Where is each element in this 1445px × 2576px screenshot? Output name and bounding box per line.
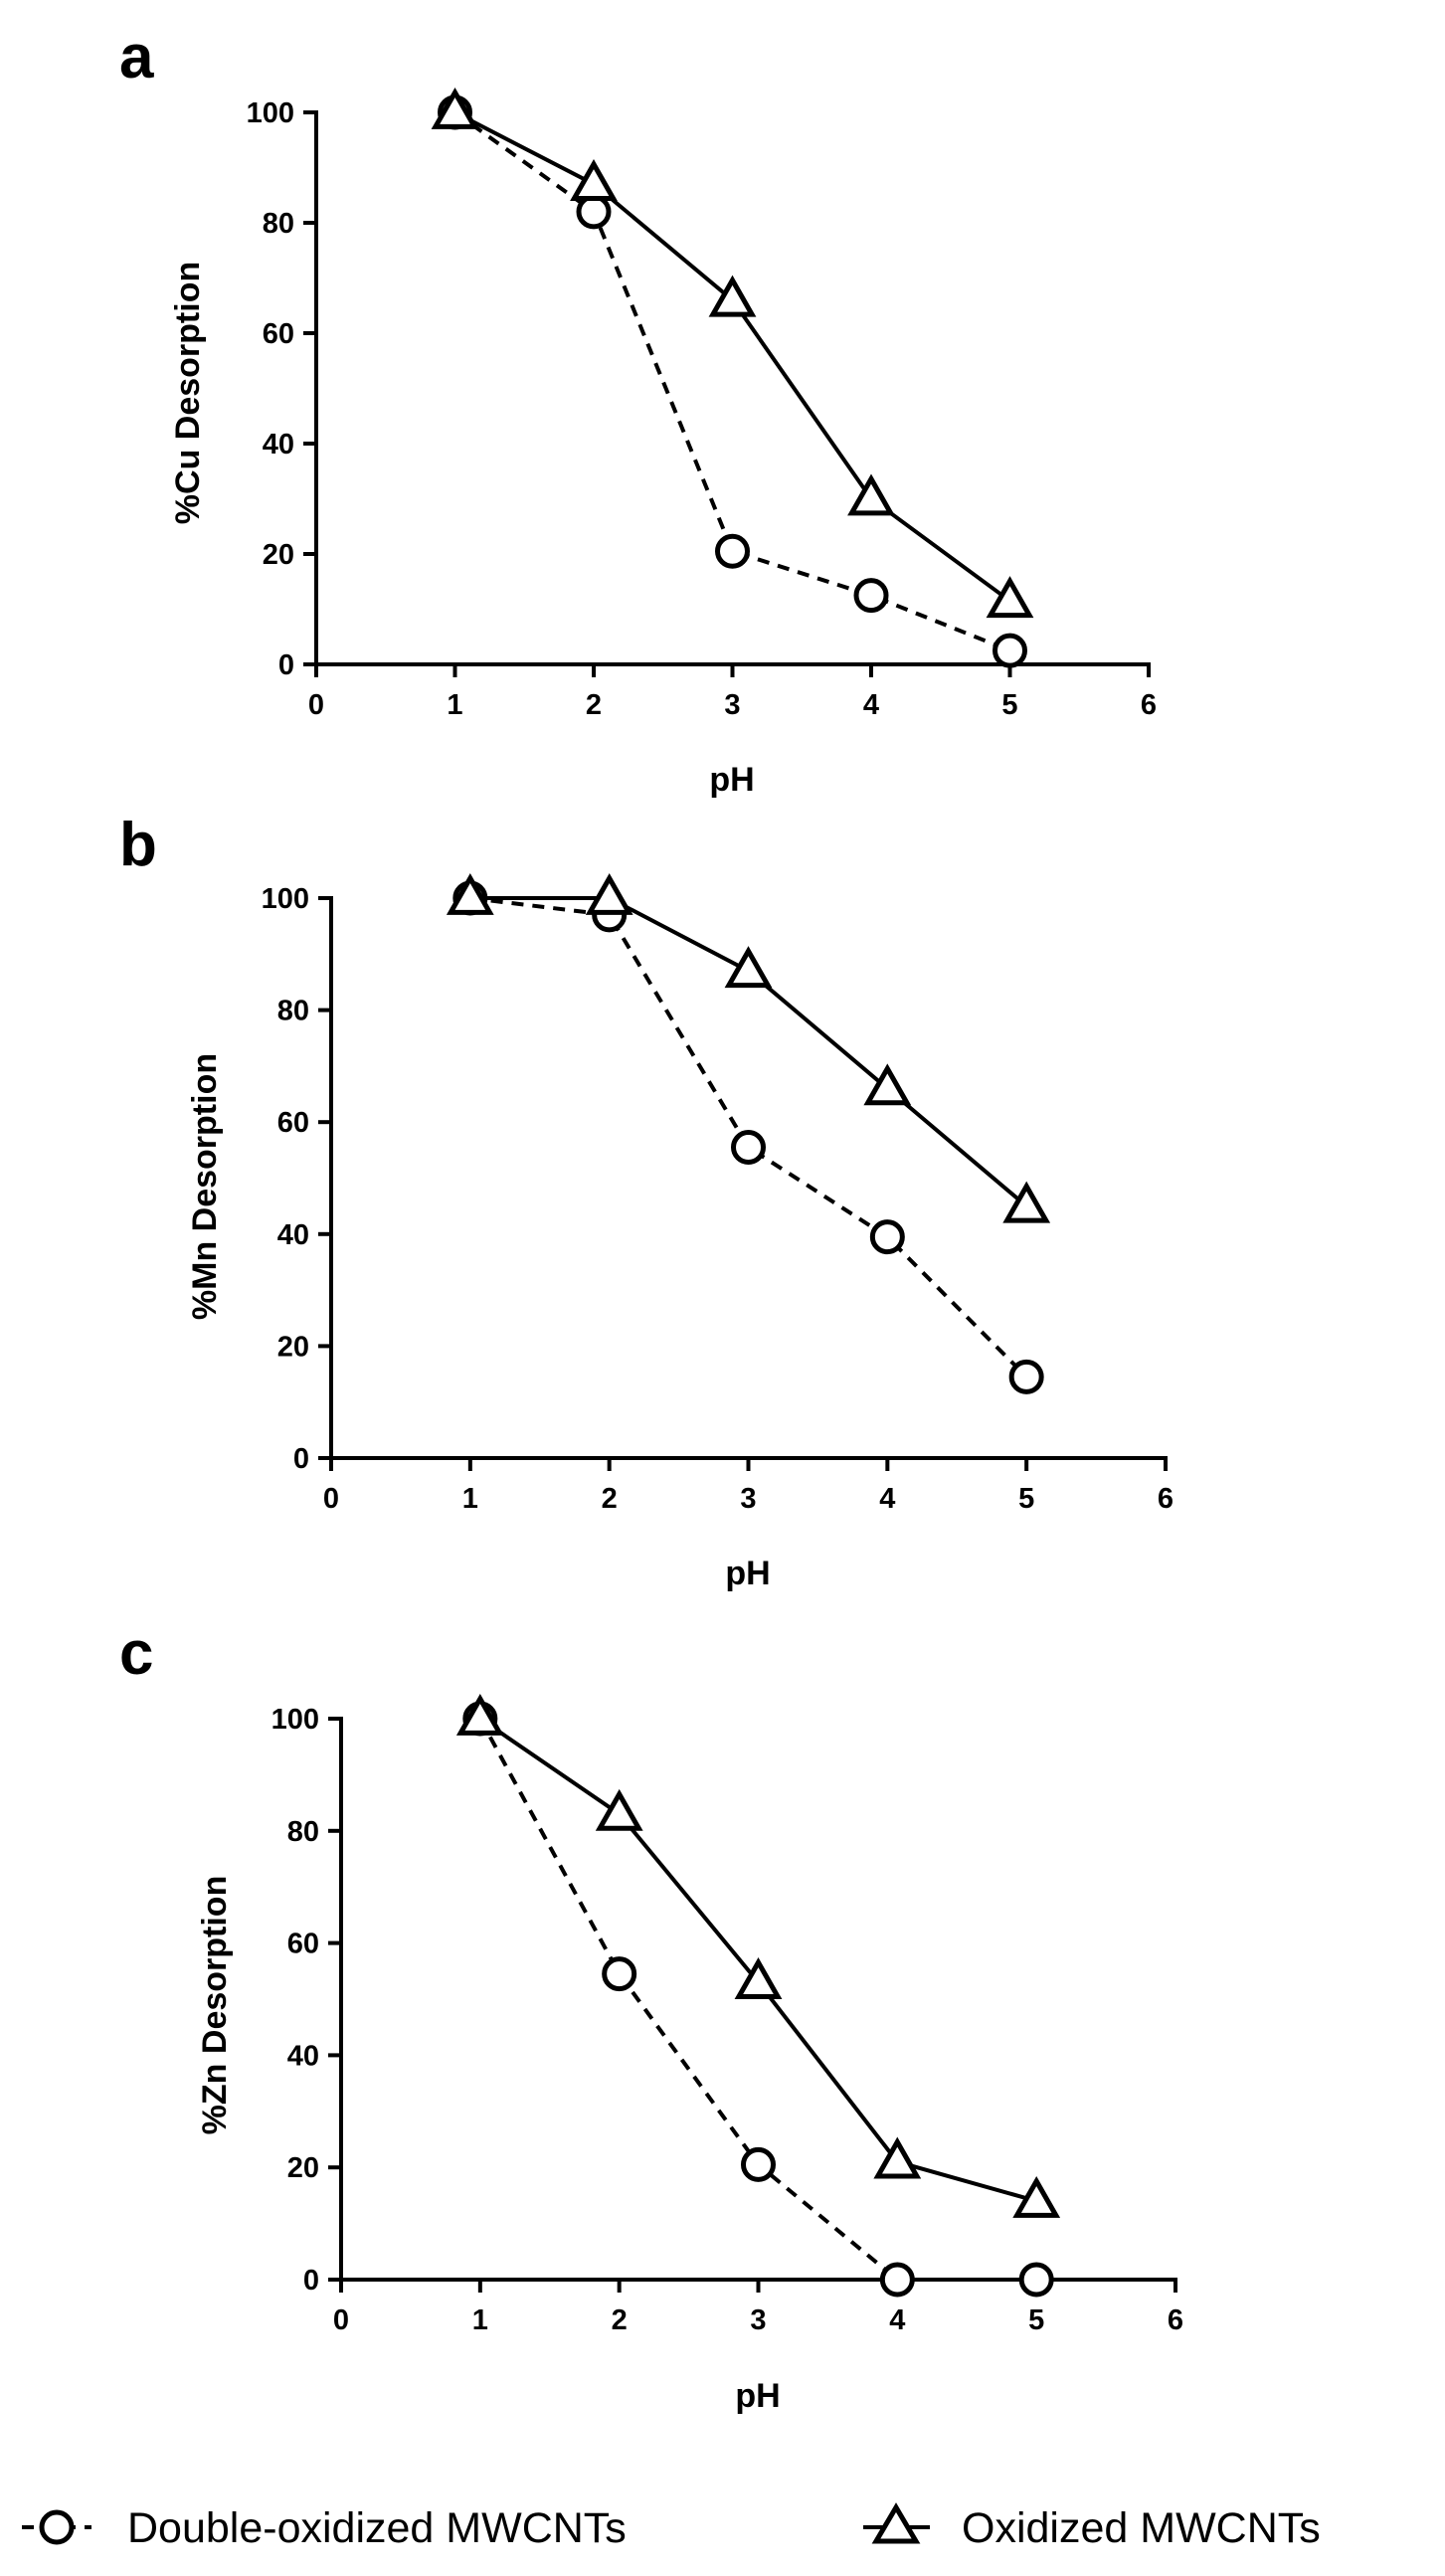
- oxidized-point: [1002, 1181, 1051, 1223]
- x-tick-label: 6: [1141, 689, 1157, 721]
- y-axis-label-a: %Cu Desorption: [169, 262, 207, 524]
- double-oxidized-point: [731, 1130, 766, 1166]
- x-tick-label: 6: [1168, 2304, 1183, 2336]
- oxidized-point: [724, 946, 773, 989]
- double-oxidized-point: [853, 578, 889, 614]
- x-tick-label: 1: [447, 689, 462, 721]
- y-tick-label: 20: [263, 539, 294, 571]
- series-c: [455, 1693, 1061, 2298]
- oxidized-point: [585, 872, 633, 915]
- oxidized-series-line: [453, 110, 1011, 603]
- y-tick-label: 60: [287, 1929, 319, 1960]
- y-tick-label: 100: [262, 883, 309, 915]
- y-tick-label: 80: [287, 1816, 319, 1848]
- y-tick-label: 100: [271, 1704, 319, 1736]
- x-tick-label: 1: [462, 1483, 478, 1515]
- y-tick-label: 80: [263, 208, 294, 240]
- oxidized-point: [431, 87, 479, 129]
- oxidized-point: [708, 275, 757, 317]
- y-tick-label: 0: [293, 1443, 309, 1475]
- x-tick-label: 0: [323, 1483, 339, 1515]
- x-tick-label: 3: [724, 689, 740, 721]
- y-tick-label: 40: [287, 2040, 319, 2072]
- double-oxidized-point: [869, 1219, 905, 1255]
- y-tick-label: 40: [263, 429, 294, 460]
- oxidized-point: [455, 1693, 504, 1736]
- x-tick-label: 6: [1158, 1483, 1174, 1515]
- oxidized-point: [570, 159, 618, 201]
- double-oxidized-point: [1018, 2262, 1054, 2298]
- oxidized-point: [873, 2136, 922, 2179]
- y-tick-label: 100: [247, 97, 294, 129]
- axes-a: [314, 110, 1151, 666]
- x-tick-label: 4: [863, 689, 879, 721]
- y-tick-label: 60: [277, 1107, 309, 1139]
- double-oxidized-point: [602, 1956, 637, 1992]
- legend-label-double-oxidized: Double-oxidized MWCNTs: [127, 2504, 627, 2552]
- double-oxidized-point: [576, 194, 612, 230]
- x-tick-label: 4: [889, 2304, 905, 2336]
- x-tick-label: 3: [750, 2304, 766, 2336]
- double-oxidized-point: [1008, 1359, 1044, 1394]
- x-tick-label: 5: [1028, 2304, 1044, 2336]
- x-tick-label: 0: [333, 2304, 349, 2336]
- double-oxidized-point: [715, 533, 750, 569]
- x-tick-label: 5: [1018, 1483, 1034, 1515]
- series-b: [446, 872, 1051, 1394]
- x-axis-label-b: pH: [725, 1555, 770, 1592]
- oxidized-point: [863, 1063, 912, 1106]
- double-oxidized-series-line: [453, 110, 1011, 652]
- legend-triangle-marker-icon: [871, 2502, 921, 2544]
- x-tick-label: 2: [612, 2304, 628, 2336]
- double-oxidized-point: [993, 633, 1027, 668]
- y-tick-label: 20: [287, 2152, 319, 2184]
- y-tick-label: 40: [277, 1219, 309, 1251]
- y-tick-label: 80: [277, 996, 309, 1027]
- x-tick-label: 2: [586, 689, 602, 721]
- legend-entry-double-oxidized: Double-oxidized MWCNTs: [22, 2504, 627, 2552]
- legend-circle-marker-icon: [39, 2509, 75, 2545]
- panel-letter-b: b: [119, 811, 157, 879]
- x-tick-label: 2: [602, 1483, 618, 1515]
- x-tick-label: 5: [1001, 689, 1017, 721]
- double-oxidized-point: [741, 2146, 776, 2182]
- series-a: [431, 87, 1034, 668]
- y-tick-label: 0: [303, 2265, 319, 2297]
- x-tick-label: 4: [879, 1483, 895, 1515]
- oxidized-point: [986, 576, 1034, 619]
- y-tick-label: 60: [263, 318, 294, 350]
- y-axis-label-c: %Zn Desorption: [196, 1876, 234, 2135]
- double-oxidized-point: [879, 2262, 915, 2298]
- panel-letter-a: a: [119, 23, 154, 92]
- y-tick-label: 20: [277, 1331, 309, 1363]
- x-axis-label-c: pH: [735, 2377, 780, 2415]
- oxidized-point: [734, 1957, 783, 1999]
- legend: Double-oxidized MWCNTs Oxidized MWCNTs: [22, 2502, 1321, 2552]
- y-axis-label-b: %Mn Desorption: [186, 1053, 224, 1320]
- oxidized-point: [847, 473, 895, 516]
- x-axis-label-a: pH: [709, 761, 754, 799]
- x-tick-label: 1: [472, 2304, 488, 2336]
- double-oxidized-series-line: [469, 896, 1028, 1379]
- legend-entry-oxidized: Oxidized MWCNTs: [863, 2502, 1321, 2552]
- x-tick-label: 3: [740, 1483, 756, 1515]
- panel-letter-c: c: [119, 1619, 153, 1688]
- oxidized-point: [595, 1788, 643, 1831]
- x-tick-label: 0: [308, 689, 324, 721]
- oxidized-point: [446, 872, 494, 915]
- oxidized-point: [1012, 2175, 1061, 2218]
- y-tick-label: 0: [278, 649, 294, 681]
- legend-label-oxidized: Oxidized MWCNTs: [962, 2504, 1321, 2552]
